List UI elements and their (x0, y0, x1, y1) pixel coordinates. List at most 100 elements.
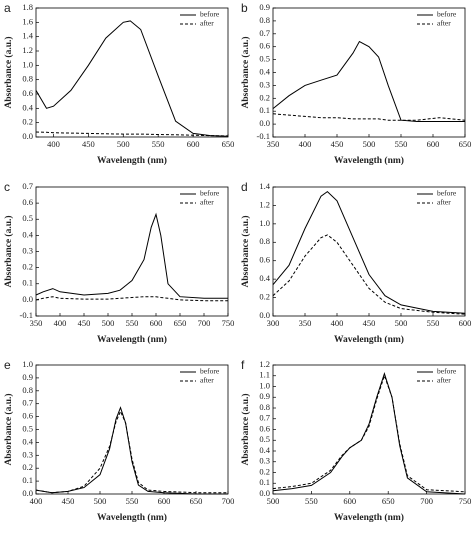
x-tick-label: 550 (126, 318, 139, 328)
x-tick-label: 650 (382, 496, 395, 506)
series-line (35, 406, 228, 495)
y-tick-label: 0.3 (22, 245, 33, 255)
legend-label: before (200, 10, 220, 19)
y-tick-label: 0.8 (22, 74, 33, 84)
x-tick-label: 400 (54, 318, 67, 328)
y-tick-label: 0.1 (259, 477, 270, 487)
y-tick-label: 0.6 (22, 88, 33, 98)
y-tick-label: 0.2 (22, 262, 33, 272)
x-tick-label: 600 (187, 139, 200, 149)
y-tick-label: 0.3 (259, 79, 270, 89)
legend-label: before (200, 367, 220, 376)
y-tick-label: 1.4 (22, 31, 33, 41)
y-tick-label: 0.7 (259, 413, 270, 423)
y-tick-label: 1.0 (22, 59, 33, 69)
x-axis-label: Wavelength (nm) (334, 334, 404, 345)
y-tick-label: 0.5 (22, 213, 33, 223)
y-tick-label: 0.5 (259, 434, 270, 444)
x-tick-label: 400 (47, 139, 60, 149)
legend-label: before (200, 189, 220, 198)
x-tick-label: 750 (222, 318, 235, 328)
y-tick-label: 0.6 (259, 423, 270, 433)
x-axis-label: Wavelength (nm) (97, 155, 167, 166)
x-tick-label: 350 (30, 318, 43, 328)
y-tick-label: 0.2 (259, 292, 270, 302)
legend-label: after (200, 19, 214, 28)
panel: f 0.00.10.20.30.40.50.60.70.80.91.01.11.2… (240, 358, 471, 523)
series-line (272, 190, 466, 314)
y-axis-label: Absorbance (a.u.) (240, 215, 251, 287)
y-tick-label: 0.6 (259, 255, 270, 265)
panel-label: c (4, 180, 10, 194)
x-tick-label: 450 (62, 496, 75, 506)
x-tick-label: 600 (459, 318, 472, 328)
panel-label: f (241, 358, 245, 372)
y-tick-label: 0.4 (259, 445, 270, 455)
x-tick-label: 600 (427, 139, 440, 149)
y-tick-label: 1.0 (259, 380, 270, 390)
x-tick-label: 500 (267, 496, 280, 506)
x-tick-label: 750 (459, 496, 472, 506)
series-line (272, 40, 465, 122)
x-tick-label: 600 (150, 318, 163, 328)
x-tick-label: 450 (82, 139, 95, 149)
y-tick-label: 1.8 (22, 2, 33, 12)
y-tick-label: 0.0 (259, 488, 270, 498)
y-tick-label: 0.0 (259, 310, 270, 320)
legend-label: before (437, 189, 457, 198)
series-line (272, 371, 466, 495)
legend-label: after (437, 376, 451, 385)
panel-label: b (241, 1, 248, 15)
x-tick-label: 500 (94, 496, 107, 506)
y-tick-label: 0.0 (22, 131, 33, 141)
y-tick-label: 1.6 (22, 16, 33, 26)
y-tick-label: 0.9 (259, 2, 270, 12)
x-tick-label: 350 (299, 318, 312, 328)
y-tick-label: -0.1 (20, 310, 33, 320)
y-tick-label: 0.1 (22, 475, 33, 485)
x-tick-label: 300 (267, 318, 280, 328)
y-tick-label: -0.1 (257, 131, 270, 141)
x-tick-label: 550 (126, 496, 139, 506)
x-axis-label: Wavelength (nm) (334, 512, 404, 523)
x-tick-label: 650 (459, 139, 472, 149)
y-axis-label: Absorbance (a.u.) (3, 36, 14, 108)
y-tick-label: 0.6 (22, 197, 33, 207)
y-tick-label: 0.4 (259, 273, 270, 283)
legend-label: after (437, 198, 451, 207)
x-axis-label: Wavelength (nm) (97, 512, 167, 523)
panel: e 0.0 0.1 0.2 0.3 0.4 0.5 0.6 0.7 0.8 0.9 1.0 400 450… (3, 358, 234, 523)
x-tick-label: 650 (222, 139, 235, 149)
x-tick-label: 550 (152, 139, 165, 149)
x-tick-label: 500 (102, 318, 115, 328)
y-tick-label: 1.2 (259, 359, 270, 369)
x-axis-label: Wavelength (nm) (97, 334, 167, 345)
y-tick-label: 1.2 (22, 45, 33, 55)
y-tick-label: 0.2 (22, 117, 33, 127)
y-tick-label: 0.4 (22, 229, 33, 239)
series-line (35, 296, 228, 302)
panel: a 0.0 0.2 0.4 0.6 0.8 1.0 1.2 1.4 1.6 1.8 400 450 500… (3, 1, 234, 166)
y-tick-label: 0.4 (259, 66, 270, 76)
panel-label: a (4, 1, 11, 15)
x-tick-label: 400 (299, 139, 312, 149)
y-tick-label: 0.6 (259, 41, 270, 51)
series-line (35, 410, 228, 494)
series-line (272, 234, 466, 315)
legend-label: before (437, 10, 457, 19)
y-tick-label: 0.2 (259, 466, 270, 476)
y-tick-label: 1.0 (259, 218, 270, 228)
x-tick-label: 450 (331, 139, 344, 149)
panel: d 0.0 0.2 0.4 0.6 0.8 1.0 1.2 1.4 300 350 400 450 500… (240, 180, 471, 345)
y-tick-label: 0.2 (259, 92, 270, 102)
series-line (35, 212, 228, 299)
x-tick-label: 700 (420, 496, 433, 506)
x-tick-label: 500 (363, 139, 376, 149)
legend-label: before (437, 367, 457, 376)
y-tick-label: 0.0 (259, 118, 270, 128)
panel-label: d (241, 180, 248, 194)
x-tick-label: 450 (78, 318, 91, 328)
y-tick-label: 1.2 (259, 199, 270, 209)
x-tick-label: 400 (331, 318, 344, 328)
y-tick-label: 1.4 (259, 181, 270, 191)
